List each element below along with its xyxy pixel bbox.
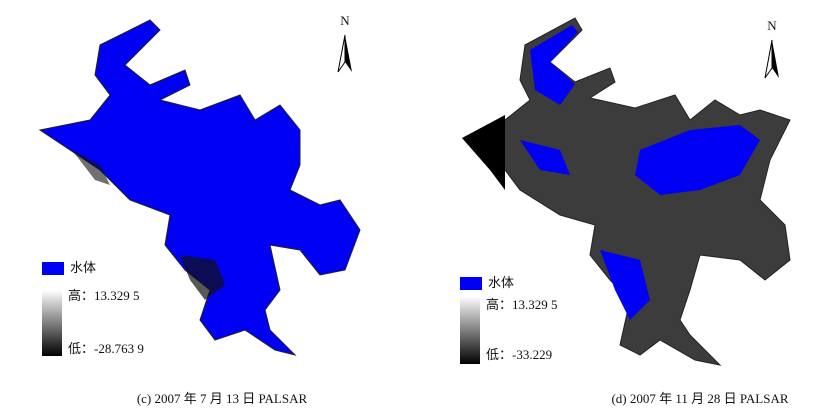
panel-d: N 水体 高：13.329 5 低：-33.229 (d) 2007 年 11 … <box>460 17 791 406</box>
water-swatch <box>460 277 482 290</box>
north-arrow: N <box>337 13 352 73</box>
lake-map <box>469 17 791 366</box>
legend-water: 水体 <box>488 275 514 290</box>
north-arrow: N <box>764 18 779 79</box>
legend-low: 低：-28.763 9 <box>68 341 144 356</box>
legend-high: 高：13.329 5 <box>68 288 140 303</box>
water-area <box>530 25 578 105</box>
lake-map <box>38 19 361 356</box>
water-area <box>635 125 760 195</box>
water-area <box>600 250 650 320</box>
dark-area <box>462 115 505 190</box>
water-area <box>520 140 570 175</box>
dark-area <box>180 255 225 300</box>
caption: (c) 2007 年 7 月 13 日 PALSAR <box>137 391 308 406</box>
dark-area <box>72 150 110 185</box>
gradient-bar <box>42 290 62 356</box>
legend-high: 高：13.329 5 <box>486 297 558 312</box>
north-label: N <box>767 18 777 33</box>
legend-low: 低：-33.229 <box>486 347 552 362</box>
caption: (d) 2007 年 11 月 28 日 PALSAR <box>611 391 788 406</box>
panel-c: N 水体 高：13.329 5 低：-28.763 9 (c) 2007 年 7… <box>38 13 361 406</box>
gradient-bar <box>460 296 480 364</box>
legend-water: 水体 <box>70 260 96 275</box>
north-label: N <box>340 13 350 28</box>
water-swatch <box>42 262 64 275</box>
